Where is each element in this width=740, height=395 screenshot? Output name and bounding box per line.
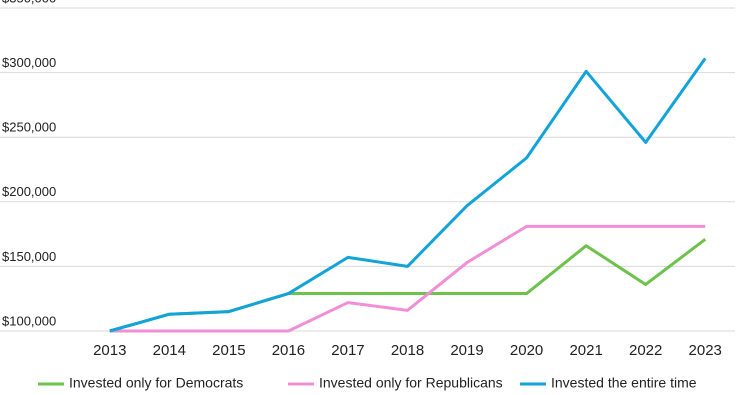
x-tick-label: 2017: [331, 342, 364, 359]
x-tick-label: 2020: [510, 342, 543, 359]
y-tick-label: $300,000: [2, 55, 56, 70]
series-line: [109, 238, 707, 333]
series-line: [109, 224, 706, 333]
y-tick-label: $100,000: [2, 313, 56, 328]
legend-label: Invested only for Republicans: [319, 375, 503, 391]
x-tick-label: 2014: [153, 342, 186, 359]
x-tick-label: 2015: [212, 342, 245, 359]
legend-label: Invested the entire time: [551, 375, 697, 391]
x-tick-label: 2022: [629, 342, 662, 359]
y-tick-label: $150,000: [2, 249, 56, 264]
legend-label: Invested only for Democrats: [69, 375, 243, 391]
x-tick-label: 2021: [569, 342, 602, 359]
x-tick-label: 2013: [93, 342, 126, 359]
x-tick-label: 2023: [689, 342, 722, 359]
y-tick-label: $250,000: [2, 120, 56, 135]
x-tick-label: 2018: [391, 342, 424, 359]
x-tick-label: 2019: [450, 342, 483, 359]
y-tick-label: $200,000: [2, 184, 56, 199]
series-line: [109, 57, 707, 333]
x-tick-label: 2016: [272, 342, 305, 359]
y-tick-label: $350,000: [2, 0, 56, 5]
